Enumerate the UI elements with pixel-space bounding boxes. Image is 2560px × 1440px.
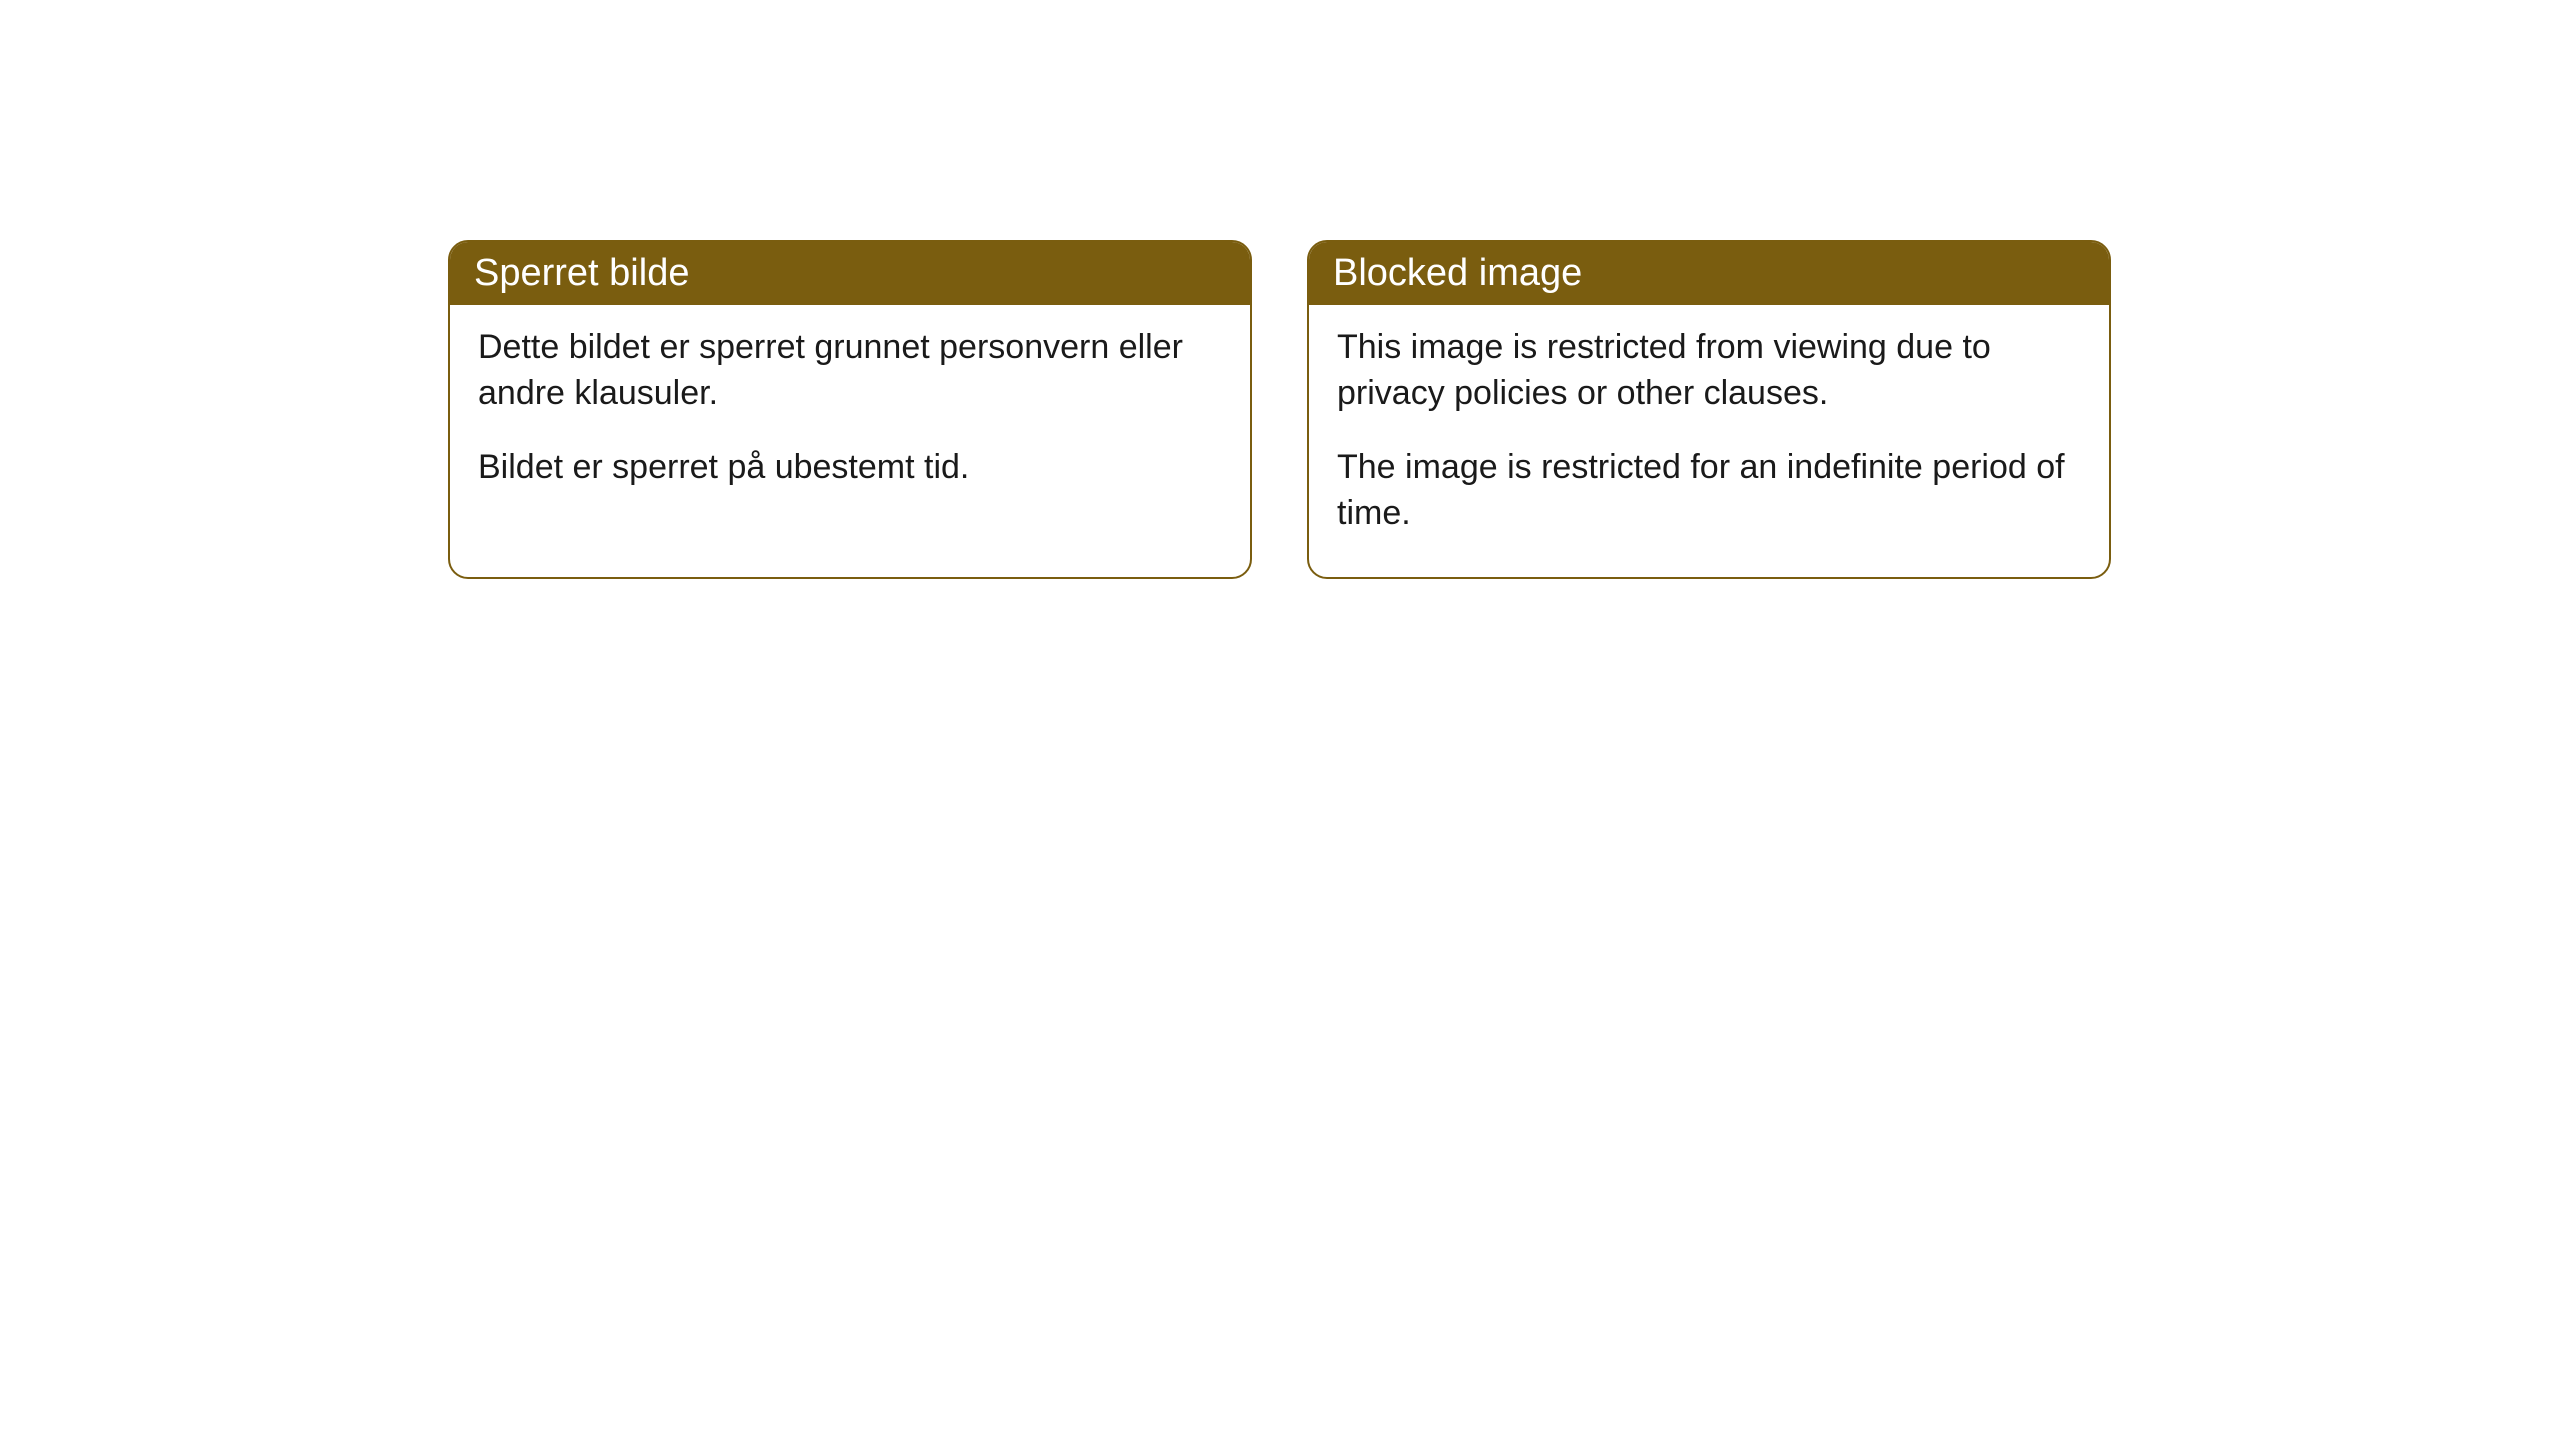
card-body: Dette bildet er sperret grunnet personve… (450, 305, 1250, 531)
card-header: Blocked image (1309, 242, 2109, 305)
card-paragraph-1: This image is restricted from viewing du… (1337, 325, 2081, 417)
card-paragraph-2: Bildet er sperret på ubestemt tid. (478, 445, 1222, 491)
notice-cards-container: Sperret bilde Dette bildet er sperret gr… (448, 240, 2111, 579)
blocked-image-card-english: Blocked image This image is restricted f… (1307, 240, 2111, 579)
blocked-image-card-norwegian: Sperret bilde Dette bildet er sperret gr… (448, 240, 1252, 579)
card-header: Sperret bilde (450, 242, 1250, 305)
card-paragraph-1: Dette bildet er sperret grunnet personve… (478, 325, 1222, 417)
card-paragraph-2: The image is restricted for an indefinit… (1337, 445, 2081, 537)
card-body: This image is restricted from viewing du… (1309, 305, 2109, 577)
